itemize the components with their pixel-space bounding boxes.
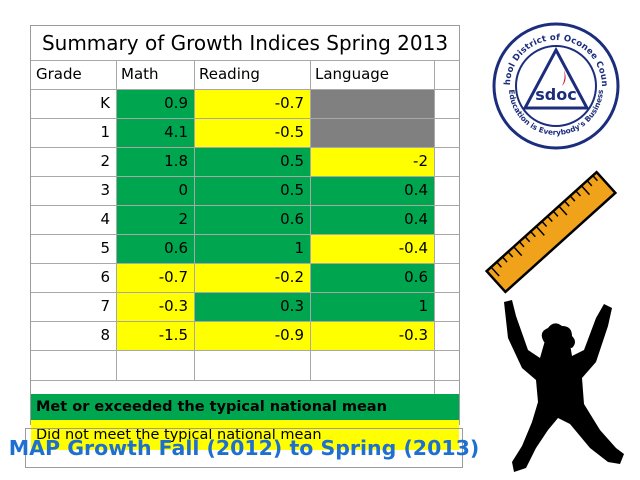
- legend-not-met: Did not meet the typical national mean: [31, 420, 459, 450]
- ruler-tick: [524, 236, 531, 243]
- grade-cell: 8: [100, 326, 110, 344]
- map-growth-banner: MAP Growth Fall (2012) to Spring (2013): [9, 428, 479, 468]
- language-cell: -2: [310, 147, 434, 176]
- column-header-language: Language: [315, 65, 390, 83]
- grid-column-line: [310, 60, 311, 380]
- grid-row-line: [31, 205, 459, 206]
- math-cell: 0.9: [116, 89, 194, 118]
- ruler-tick: [547, 215, 553, 222]
- reading-cell: 0.6: [194, 205, 310, 234]
- math-cell: 1.8: [116, 147, 194, 176]
- sdoc-logo: School District of Oconee County Educati…: [492, 20, 620, 150]
- math-cell: -0.7: [116, 263, 194, 292]
- math-cell: -0.3: [116, 292, 194, 321]
- ruler-tick: [586, 180, 593, 187]
- ruler-tick: [507, 251, 514, 258]
- ruler-tick: [501, 256, 508, 263]
- math-cell: 0.6: [116, 234, 194, 263]
- legend-met: Met or exceeded the typical national mea…: [31, 394, 459, 420]
- logo-center-text: sdoc: [535, 85, 576, 104]
- grade-cell: K: [100, 94, 110, 112]
- math-cell: 2: [116, 205, 194, 234]
- ruler-tick: [580, 185, 591, 196]
- ruler-tick: [513, 246, 523, 257]
- table-title: Summary of Growth Indices Spring 2013: [41, 31, 449, 55]
- reading-cell: -0.2: [194, 263, 310, 292]
- language-cell: -0.4: [310, 234, 434, 263]
- language-cell: [310, 118, 434, 147]
- jumping-child-silhouette: [504, 300, 624, 472]
- grid-column-line: [116, 60, 117, 380]
- grade-cell: 5: [100, 239, 110, 257]
- logo-triangle-icon: [522, 46, 590, 110]
- grid-row-line: [31, 292, 459, 293]
- column-header-math: Math: [121, 65, 159, 83]
- grid-row-line: [31, 118, 459, 119]
- math-cell: 0: [116, 176, 194, 205]
- math-cell: -1.5: [116, 321, 194, 350]
- ruler-tick: [541, 220, 548, 228]
- language-cell: 0.4: [310, 176, 434, 205]
- grid-row-line: [31, 380, 459, 381]
- language-cell: 0.6: [310, 263, 434, 292]
- grade-cell: 1: [100, 123, 110, 141]
- grid-row-line: [31, 147, 459, 148]
- ruler-tick: [558, 205, 568, 216]
- ruler-tick: [535, 225, 545, 236]
- ruler-icon: [484, 170, 618, 294]
- ruler-tick: [592, 175, 599, 182]
- grid-column-line: [194, 60, 195, 380]
- reading-cell: 0.3: [194, 292, 310, 321]
- grade-cell: 2: [100, 152, 110, 170]
- grid-row-line: [31, 350, 459, 351]
- ruler-tick: [563, 200, 570, 207]
- column-header-grade: Grade: [36, 65, 82, 83]
- growth-summary-table: Summary of Growth Indices Spring 2013 Gr…: [30, 25, 460, 450]
- grade-cell: 3: [100, 181, 110, 199]
- language-cell: [310, 89, 434, 118]
- reading-cell: 1: [194, 234, 310, 263]
- ruler-tick: [490, 266, 500, 277]
- ruler-tick: [496, 261, 502, 268]
- ruler-tick: [518, 241, 525, 248]
- grid-column-line: [434, 60, 435, 380]
- ruler-tick: [575, 190, 582, 197]
- language-cell: 0.4: [310, 205, 434, 234]
- grid-row-line: [31, 263, 459, 264]
- grade-cell: 6: [100, 268, 110, 286]
- reading-cell: -0.5: [194, 118, 310, 147]
- ruler-tick: [530, 230, 536, 238]
- grade-cell: 7: [100, 297, 110, 315]
- grid-row-line: [31, 60, 459, 61]
- logo-inner-ring: [515, 45, 597, 127]
- reading-cell: 0.5: [194, 147, 310, 176]
- language-cell: 1: [310, 292, 434, 321]
- grid-row-line: [31, 321, 459, 322]
- ruler-tick: [569, 195, 576, 202]
- grid-row-line: [31, 176, 459, 177]
- reading-cell: 0.5: [194, 176, 310, 205]
- reading-cell: -0.9: [194, 321, 310, 350]
- grade-cell: 4: [100, 210, 110, 228]
- math-cell: 4.1: [116, 118, 194, 147]
- column-header-reading: Reading: [199, 65, 260, 83]
- grid-row-line: [31, 234, 459, 235]
- language-cell: -0.3: [310, 321, 434, 350]
- reading-cell: -0.7: [194, 89, 310, 118]
- logo-flame-icon: [562, 70, 566, 86]
- grid-row-line: [31, 89, 459, 90]
- ruler-tick: [552, 210, 559, 217]
